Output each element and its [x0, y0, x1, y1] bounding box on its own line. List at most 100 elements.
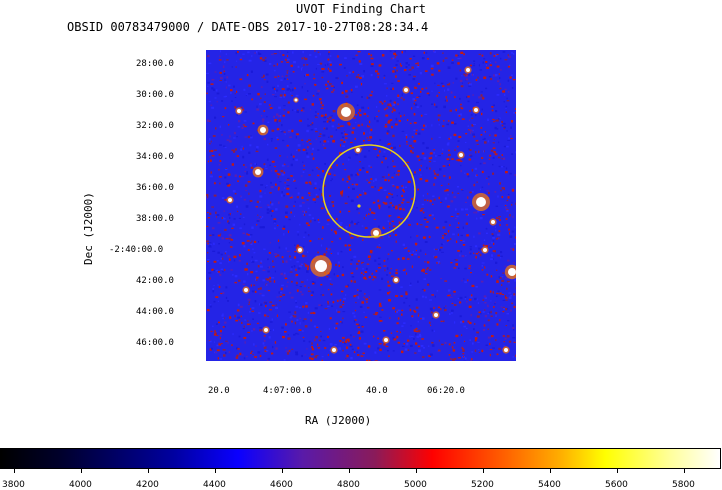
noise-pixel [468, 266, 470, 268]
noise-pixel [486, 345, 488, 347]
noise-pixel [431, 310, 433, 311]
noise-pixel [419, 169, 421, 171]
noise-pixel [477, 315, 480, 317]
noise-pixel [330, 180, 332, 181]
noise-pixel [502, 294, 504, 295]
noise-pixel [294, 110, 295, 111]
noise-pixel [446, 189, 449, 191]
noise-pixel [357, 289, 358, 291]
noise-pixel [267, 316, 269, 317]
noise-pixel [333, 301, 335, 303]
noise-pixel [271, 138, 273, 139]
noise-pixel [248, 85, 251, 87]
noise-pixel [331, 115, 333, 116]
noise-pixel [434, 256, 436, 258]
noise-pixel [303, 149, 306, 151]
noise-pixel [226, 297, 227, 299]
noise-pixel [441, 201, 442, 203]
noise-pixel [286, 185, 289, 186]
noise-pixel [312, 148, 314, 150]
noise-pixel [500, 123, 501, 125]
noise-pixel [500, 224, 501, 226]
noise-pixel [228, 255, 230, 257]
noise-pixel [219, 59, 222, 60]
noise-pixel [477, 342, 480, 343]
noise-pixel [407, 340, 409, 342]
noise-pixel [416, 307, 419, 309]
noise-pixel [377, 73, 379, 75]
noise-pixel [462, 255, 465, 257]
noise-pixel [344, 131, 345, 132]
noise-pixel [319, 188, 321, 190]
noise-pixel [508, 138, 510, 140]
noise-pixel [278, 187, 280, 189]
noise-pixel [391, 147, 393, 149]
noise-pixel [492, 164, 493, 165]
noise-pixel [268, 290, 270, 291]
noise-pixel [396, 70, 398, 72]
noise-pixel [392, 221, 394, 222]
noise-pixel [233, 190, 236, 192]
noise-pixel [349, 249, 351, 251]
noise-pixel [244, 245, 246, 247]
noise-pixel [473, 94, 474, 96]
noise-pixel [339, 340, 341, 342]
noise-pixel [417, 336, 420, 338]
noise-pixel [332, 140, 335, 142]
noise-pixel [475, 114, 476, 116]
noise-pixel [290, 89, 291, 91]
noise-pixel [290, 259, 292, 260]
noise-pixel [358, 112, 359, 114]
noise-pixel [351, 280, 353, 282]
noise-pixel [226, 238, 229, 239]
noise-pixel [510, 127, 512, 129]
noise-pixel [462, 353, 464, 354]
noise-pixel [265, 346, 266, 348]
noise-pixel [425, 70, 428, 72]
noise-pixel [507, 140, 510, 141]
noise-pixel [305, 182, 308, 184]
noise-pixel [322, 360, 323, 361]
noise-pixel [491, 150, 494, 152]
noise-pixel [329, 62, 332, 64]
noise-pixel [489, 135, 490, 136]
noise-pixel [235, 97, 237, 98]
noise-pixel [215, 212, 217, 214]
noise-pixel [489, 155, 491, 157]
noise-pixel [413, 338, 415, 340]
noise-pixel [260, 57, 263, 59]
noise-pixel [484, 302, 486, 304]
noise-pixel [323, 340, 326, 341]
noise-pixel [475, 339, 477, 341]
colorbar-tick-mark [349, 469, 350, 473]
noise-pixel [417, 156, 420, 158]
noise-pixel [471, 351, 473, 352]
noise-pixel [209, 121, 210, 122]
noise-pixel [393, 226, 395, 228]
noise-pixel [445, 221, 448, 223]
noise-pixel [511, 153, 513, 155]
noise-pixel [368, 182, 370, 184]
noise-pixel [340, 211, 342, 213]
noise-pixel [264, 347, 266, 349]
noise-pixel [386, 196, 388, 198]
noise-pixel [294, 256, 296, 258]
noise-pixel [392, 108, 394, 110]
noise-pixel [384, 75, 386, 77]
noise-pixel [254, 356, 257, 358]
noise-pixel [294, 311, 296, 314]
noise-pixel [450, 136, 452, 138]
noise-pixel [278, 107, 281, 109]
noise-pixel [399, 208, 402, 210]
noise-pixel [361, 107, 364, 109]
noise-pixel [448, 194, 449, 195]
noise-pixel [224, 61, 225, 63]
noise-pixel [213, 285, 214, 286]
noise-pixel [501, 280, 504, 282]
noise-pixel [313, 198, 316, 200]
noise-pixel [340, 126, 342, 127]
noise-pixel [303, 64, 304, 66]
noise-pixel [478, 96, 480, 98]
noise-pixel [454, 342, 456, 344]
noise-pixel [431, 342, 433, 344]
